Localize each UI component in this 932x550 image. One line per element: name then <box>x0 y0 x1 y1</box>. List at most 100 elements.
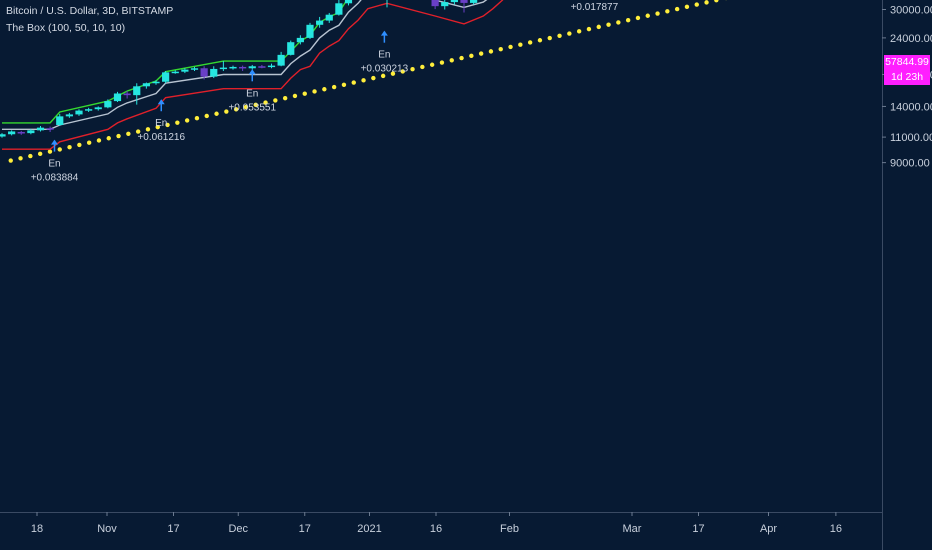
trend-dot <box>351 80 356 85</box>
trend-dot <box>586 26 592 32</box>
trend-dot <box>704 0 709 5</box>
candle-body <box>210 68 218 77</box>
trend-dot <box>635 15 641 21</box>
candle-body <box>104 101 112 108</box>
trend-dot <box>116 133 121 139</box>
entry-arrow-head <box>380 30 388 36</box>
candle-body <box>75 110 83 115</box>
entry-signal-label: En <box>246 88 258 99</box>
trend-dot <box>478 51 484 56</box>
candle-body <box>152 81 160 84</box>
price-axis-label: 14000.00 <box>890 101 932 113</box>
entry-signal-value: +0.061216 <box>137 132 185 143</box>
candle-body <box>171 71 179 74</box>
trend-dot <box>302 91 307 96</box>
trend-dot <box>361 78 366 83</box>
trend-dot <box>714 0 719 3</box>
price-axis-label: 24000.00 <box>890 33 932 45</box>
time-axis-label: Apr <box>760 523 777 535</box>
trend-dot <box>527 40 533 45</box>
candle-body <box>133 86 141 96</box>
trend-dot <box>204 113 209 119</box>
trend-dot <box>135 129 141 134</box>
candle-body <box>258 66 266 68</box>
trend-dot <box>77 142 82 148</box>
trend-dot <box>96 138 102 143</box>
candle-body <box>8 131 16 135</box>
candle-body <box>200 68 208 77</box>
candle-body <box>17 132 25 134</box>
trend-dot <box>606 22 611 27</box>
candle-body <box>85 109 93 111</box>
candle-body <box>46 128 54 130</box>
entry-signal-value: +0.030213 <box>361 64 409 75</box>
candle-body <box>162 72 170 82</box>
trend-dot <box>292 93 298 99</box>
candle-body <box>267 65 276 68</box>
trend-dot <box>557 33 562 38</box>
candle-body <box>27 130 35 134</box>
trend-dot <box>645 13 650 18</box>
time-axis-label: Nov <box>97 523 117 535</box>
trend-dot <box>224 109 229 114</box>
entry-signal-label: En <box>378 50 390 61</box>
trend-dot <box>537 38 543 43</box>
trend-dot <box>371 75 376 81</box>
trend-dot <box>449 58 454 63</box>
trend-dot <box>214 111 219 116</box>
trend-dot <box>567 31 572 36</box>
candle-body <box>56 116 64 125</box>
time-axis-label: 17 <box>167 523 179 535</box>
trend-dot <box>390 71 396 76</box>
trend-dot <box>518 42 523 47</box>
entry-signal-value: +0.017877 <box>571 2 619 13</box>
trend-dot <box>106 136 111 141</box>
time-axis-label: Mar <box>623 523 642 535</box>
trend-dot <box>86 140 92 145</box>
entry-arrow-head <box>248 69 256 75</box>
candle-body <box>470 0 478 3</box>
trend-dot <box>498 46 503 52</box>
trend-dot <box>694 2 699 7</box>
trend-dot <box>37 151 43 157</box>
trend-dot <box>253 102 258 108</box>
entry-signal-value: +0.083884 <box>31 173 79 184</box>
trend-dot <box>596 24 601 30</box>
candle-body <box>113 93 122 102</box>
entry-arrow-head <box>157 99 165 105</box>
trend-dot <box>380 73 386 79</box>
trend-dot <box>165 122 170 128</box>
time-axis-label: 16 <box>430 523 442 535</box>
time-axis-label: 17 <box>299 523 311 535</box>
trend-dot <box>18 156 23 161</box>
trend-dot <box>243 104 249 110</box>
time-axis-label: 18 <box>31 523 43 535</box>
trend-dot <box>400 69 405 74</box>
time-axis-label: 16 <box>830 523 842 535</box>
candle-body <box>94 107 102 110</box>
trend-dot <box>616 20 621 25</box>
trend-dot <box>488 49 494 54</box>
candle-body <box>0 134 6 137</box>
trend-dot <box>47 149 53 154</box>
trend-dot <box>469 53 474 59</box>
trend-dot <box>459 55 464 61</box>
trend-dot <box>126 131 131 136</box>
candle-body <box>450 0 458 3</box>
trend-dot <box>282 95 288 101</box>
candle-body <box>441 2 449 7</box>
candle-body <box>344 0 353 4</box>
candle-body <box>239 66 247 69</box>
price-axis-label: 11000.00 <box>890 132 932 144</box>
trend-dot <box>508 44 513 50</box>
trend-dot <box>322 87 327 92</box>
trend-dot <box>576 29 582 34</box>
trend-dot <box>674 6 680 12</box>
trend-dot <box>429 62 435 67</box>
trend-dot <box>665 9 670 14</box>
price-axis-label: 9000.00 <box>890 158 930 170</box>
trend-dot <box>175 120 180 125</box>
candle-body <box>335 3 343 15</box>
time-axis-label: Feb <box>500 523 519 535</box>
